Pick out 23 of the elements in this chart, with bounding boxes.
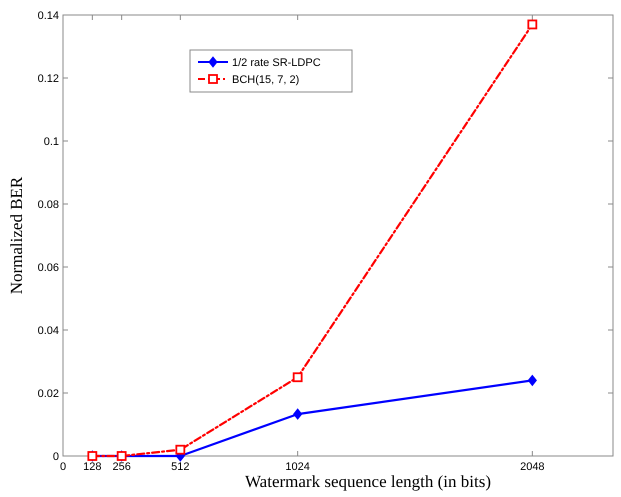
y-tick-label: 0.14: [38, 10, 59, 22]
y-tick-label: 0.12: [38, 73, 59, 85]
x-tick-label: 512: [171, 461, 190, 473]
y-tick-label: 0.04: [38, 325, 59, 337]
y-axis-title: Normalized BER: [7, 176, 26, 294]
point: [175, 444, 186, 455]
y-tick-label: 0.06: [38, 262, 59, 274]
y-tick-label: 0.02: [38, 388, 59, 400]
point: [292, 372, 303, 382]
x-tick-label: 256: [112, 461, 131, 473]
point: [527, 20, 538, 30]
y-tick-label: 0: [52, 451, 59, 463]
point: [528, 374, 537, 386]
x-tick-label: 128: [83, 461, 102, 473]
x-tick-label: 2048: [520, 461, 545, 473]
y-tick-label: 0.08: [38, 199, 59, 211]
x-axis-title: Watermark sequence length (in bits): [245, 472, 491, 491]
x-tick-label: 0: [60, 461, 66, 473]
point: [293, 408, 302, 420]
legend-label: BCH(15, 7, 2): [232, 74, 300, 86]
y-tick-label: 0.1: [44, 136, 59, 148]
x-tick-label: 1024: [285, 461, 310, 473]
legend-label: 1/2 rate SR-LDPC: [232, 57, 321, 69]
